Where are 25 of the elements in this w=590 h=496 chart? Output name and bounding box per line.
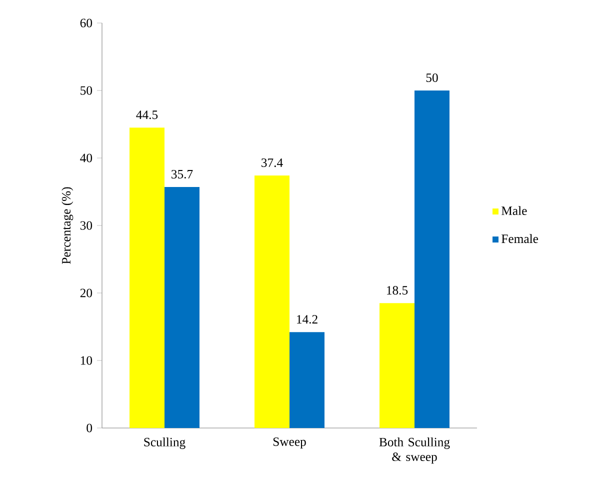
data-label: 50	[426, 73, 438, 82]
x-tick-label: Sweep	[273, 437, 306, 449]
x-tick-label: Both Sculling & sweep	[379, 437, 450, 464]
data-label: 35.7	[172, 170, 193, 179]
y-tick-label: 0	[86, 424, 92, 432]
bar	[414, 90, 450, 428]
y-tick-label: 20	[80, 288, 92, 298]
y-tick-label: 40	[80, 154, 92, 162]
legend-label: Female	[502, 234, 538, 244]
bar	[164, 187, 200, 428]
data-label: 37.4	[262, 158, 283, 168]
data-label: 14.2	[297, 315, 318, 324]
x-tick-label: Sculling	[144, 437, 186, 450]
y-tick-label: 10	[80, 356, 92, 365]
data-label: 44.5	[136, 110, 158, 120]
bar	[379, 303, 414, 428]
data-label: 18.5	[387, 286, 408, 295]
y-tick-label: 60	[80, 18, 92, 28]
y-tick-label: 30	[80, 221, 92, 230]
y-axis-title: Percentage (%)	[62, 187, 74, 264]
bar	[254, 176, 290, 428]
bar	[130, 128, 164, 428]
legend-label: Male	[502, 206, 527, 216]
y-tick-label: 50	[80, 86, 92, 95]
bar	[290, 332, 324, 428]
